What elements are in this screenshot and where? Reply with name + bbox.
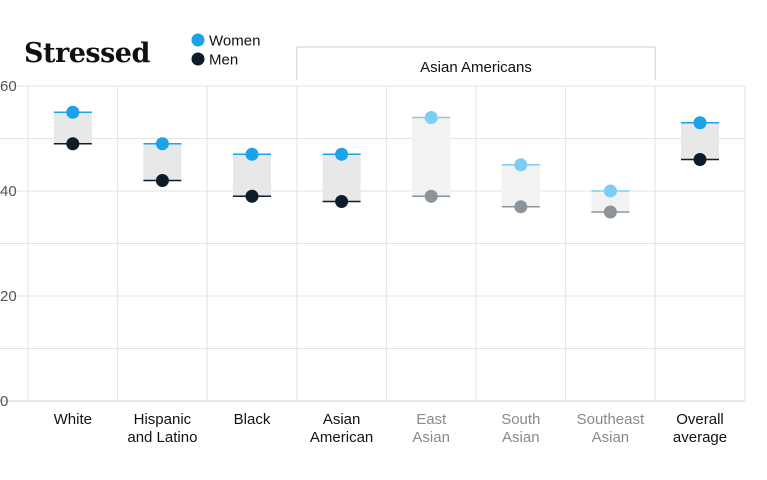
x-tick-label-line: American: [310, 429, 373, 446]
y-tick-label: 20: [0, 288, 17, 305]
x-tick-label-line: Asian: [592, 429, 630, 446]
range-bar: [412, 117, 451, 197]
men-point: [66, 137, 80, 151]
men-point: [245, 189, 259, 203]
y-tick-label: 40: [0, 183, 17, 200]
x-tick-label: Black: [234, 411, 271, 428]
x-tick-label-line: Asian: [502, 429, 540, 446]
y-tick-label: 0: [0, 393, 8, 410]
women-point: [66, 105, 80, 119]
range-bar: [233, 154, 271, 197]
x-tick-label-line: Asian: [412, 429, 450, 446]
legend-swatch: [191, 52, 205, 66]
x-tick-label: Southeast Asian: [577, 411, 645, 446]
women-point: [693, 116, 707, 130]
x-tick-label: Hispanic and Latino: [127, 411, 197, 446]
men-point: [514, 200, 528, 214]
x-tick-label-line: Southeast: [577, 411, 645, 428]
range-bar: [591, 191, 630, 212]
women-point: [603, 184, 617, 198]
legend-entry: Women: [209, 33, 260, 50]
x-tick-label: South Asian: [501, 411, 540, 446]
group-bracket: [296, 46, 656, 80]
x-tick-label: East Asian: [412, 411, 450, 446]
legend-entry: Men: [209, 52, 238, 69]
x-tick-label: Overall average: [673, 411, 727, 446]
men-point: [424, 189, 438, 203]
men-point: [335, 195, 349, 208]
range-bar: [501, 164, 540, 207]
women-point: [245, 147, 259, 161]
group-label: Asian Americans: [420, 59, 532, 76]
x-tick-label-line: White: [54, 411, 92, 428]
y-tick-label: 60: [0, 78, 17, 95]
women-point: [335, 147, 349, 161]
legend-swatch: [191, 33, 205, 47]
x-tick-label-line: Asian: [323, 411, 361, 428]
x-tick-label-line: Overall: [676, 411, 724, 428]
x-tick-label: Asian American: [310, 411, 373, 446]
x-tick-label-line: Hispanic: [134, 411, 192, 428]
x-tick-label-line: South: [501, 411, 540, 428]
x-tick-label-line: and Latino: [127, 429, 197, 446]
x-tick-label-line: average: [673, 429, 727, 446]
x-tick-label-line: Black: [234, 411, 271, 428]
chart-title: Stressed: [24, 38, 150, 69]
range-bar: [322, 154, 361, 202]
women-point: [514, 158, 528, 172]
women-point: [424, 111, 438, 124]
men-point: [155, 174, 169, 187]
men-point: [693, 153, 707, 166]
women-point: [155, 137, 169, 151]
x-tick-label-line: East: [416, 411, 447, 428]
x-tick-label: White: [54, 411, 92, 428]
men-point: [603, 205, 617, 219]
